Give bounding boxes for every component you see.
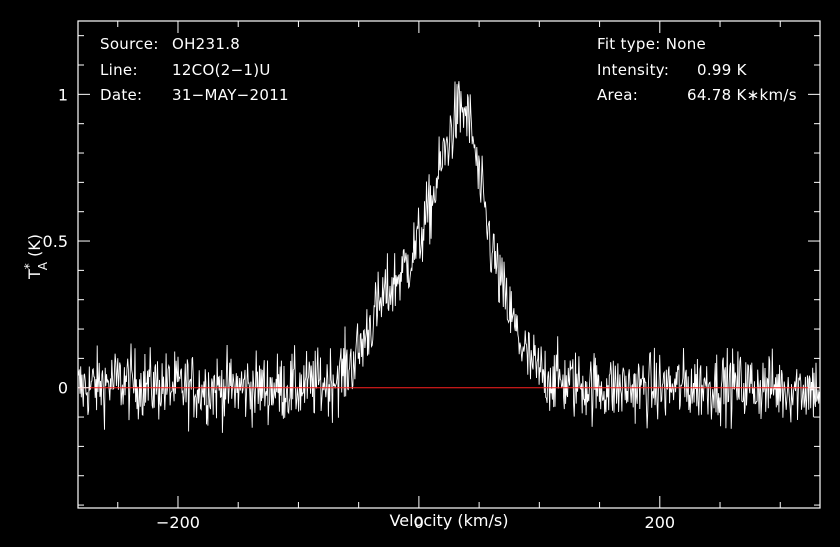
area-value: 64.78 K∗km/s [687, 86, 797, 104]
area-row: Area: 64.78 K∗km/s [597, 86, 797, 104]
intensity-row: Intensity: 0.99 K [597, 61, 747, 79]
axis-ticks [78, 21, 820, 508]
y-axis-label-unit: (K) [25, 234, 44, 262]
fit-type-value: None [665, 35, 707, 53]
x-axis-label: Velocity (km/s) [390, 511, 509, 530]
fit-type-row: Fit type: None [597, 35, 706, 53]
line-row: Line: 12CO(2−1)U [100, 61, 271, 79]
date-value: 31−MAY−2011 [172, 86, 289, 104]
y-tick-label: 0 [58, 379, 68, 398]
x-tick-label: −200 [156, 513, 200, 532]
axis-tick-labels: −200 0 200 0 0.5 1 [43, 85, 676, 532]
y-axis-label: T*A (K) [22, 234, 50, 280]
spectrum-line [77, 81, 820, 433]
line-label: Line: [100, 61, 138, 79]
y-tick-label: 1 [58, 85, 68, 104]
line-value: 12CO(2−1)U [172, 61, 271, 79]
fit-type-label: Fit type: [597, 35, 661, 53]
source-label: Source: [100, 35, 159, 53]
plot-frame [77, 20, 821, 509]
x-tick-label: 200 [645, 513, 676, 532]
intensity-value: 0.99 K [697, 61, 747, 79]
intensity-label: Intensity: [597, 61, 670, 79]
y-axis-label-sub: A [36, 261, 50, 270]
source-row: Source: OH231.8 [100, 35, 240, 53]
date-label: Date: [100, 86, 143, 104]
y-axis-label-sup: * [22, 263, 36, 269]
date-row: Date: 31−MAY−2011 [100, 86, 289, 104]
y-tick-label: 0.5 [43, 232, 68, 251]
x-tick-label: 0 [414, 513, 424, 532]
area-label: Area: [597, 86, 639, 104]
source-value: OH231.8 [172, 35, 241, 53]
y-axis-label-main: T [25, 269, 44, 280]
spectrum-series [77, 81, 820, 433]
